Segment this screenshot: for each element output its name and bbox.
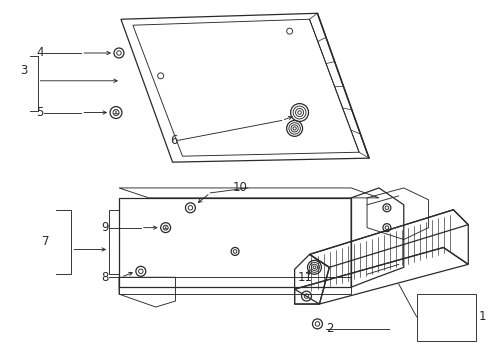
Text: 10: 10 <box>233 181 248 194</box>
Text: 3: 3 <box>20 64 27 77</box>
Text: 1: 1 <box>478 310 486 323</box>
Text: 4: 4 <box>36 46 44 59</box>
Text: 11: 11 <box>297 271 313 284</box>
Text: 6: 6 <box>171 134 178 147</box>
Text: 7: 7 <box>42 235 49 248</box>
Text: 2: 2 <box>326 322 334 336</box>
Text: 5: 5 <box>36 106 44 119</box>
Text: 9: 9 <box>101 221 109 234</box>
Text: 8: 8 <box>102 271 109 284</box>
